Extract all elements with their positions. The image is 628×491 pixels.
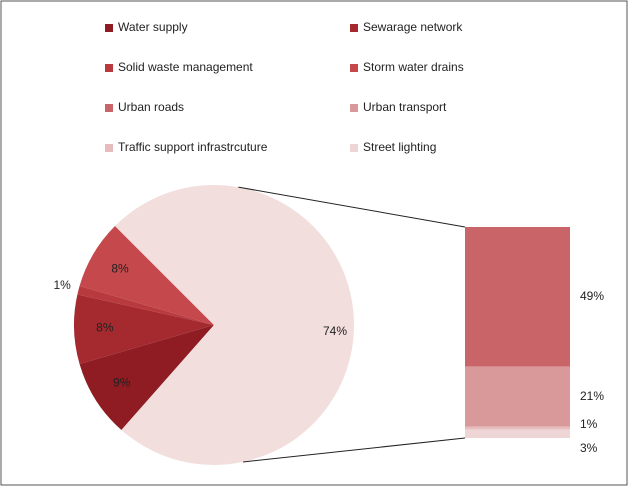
pie-slice bbox=[79, 325, 214, 431]
bar-label: 3% bbox=[580, 441, 598, 455]
bar-label: 49% bbox=[580, 289, 604, 303]
legend-label: Storm water drains bbox=[363, 60, 464, 74]
pie-slice-other bbox=[115, 185, 354, 466]
legend-swatch bbox=[350, 24, 358, 32]
legend-label: Solid waste management bbox=[118, 60, 253, 74]
connector bbox=[243, 437, 466, 463]
slice-label: 9% bbox=[113, 376, 131, 390]
bar-label: 1% bbox=[580, 417, 598, 431]
bar-segment bbox=[465, 366, 570, 427]
bar-segment bbox=[465, 426, 570, 430]
slice-label: 8% bbox=[96, 321, 114, 335]
legend-swatch bbox=[105, 64, 113, 72]
slice-label: 1% bbox=[53, 278, 71, 292]
legend-label: Water supply bbox=[118, 20, 188, 34]
legend-swatch bbox=[105, 24, 113, 32]
legend-swatch bbox=[350, 64, 358, 72]
legend-swatch bbox=[350, 144, 358, 152]
legend-swatch bbox=[105, 104, 113, 112]
legend-label: Urban roads bbox=[118, 100, 184, 114]
legend-label: Urban transport bbox=[363, 100, 447, 114]
slice-label: 8% bbox=[111, 262, 129, 276]
connector bbox=[238, 186, 466, 228]
legend-label: Sewarage network bbox=[363, 20, 463, 34]
legend-swatch bbox=[350, 104, 358, 112]
pie-slice bbox=[74, 294, 214, 365]
bar-segment bbox=[465, 429, 570, 438]
pie-slice bbox=[77, 285, 215, 325]
legend-label: Traffic support infrastrcuture bbox=[118, 140, 268, 154]
legend-swatch bbox=[105, 144, 113, 152]
legend-label: Street lighting bbox=[363, 140, 436, 154]
pie-slice bbox=[79, 226, 214, 325]
bar-segment bbox=[465, 227, 570, 367]
slice-label: 74% bbox=[323, 324, 347, 338]
bar-label: 21% bbox=[580, 389, 604, 403]
